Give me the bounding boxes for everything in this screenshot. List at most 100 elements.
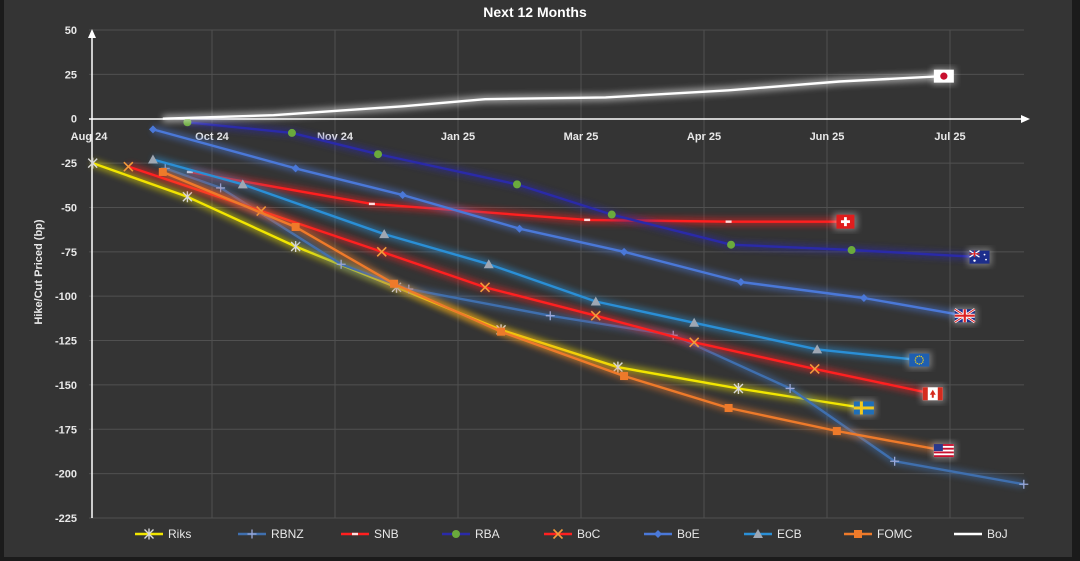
legend-item-boj: BoJ	[954, 527, 1008, 541]
chart-panel: Next 12 Months Hike/Cut Priced (bp) 50 25…	[4, 0, 1072, 557]
flag-stripe	[933, 444, 954, 446]
riks-point	[87, 157, 98, 169]
canada-flag-icon	[920, 385, 945, 403]
boc-point	[479, 282, 491, 293]
rbnz-point	[785, 383, 795, 393]
x-tick-label: Jul 25	[934, 131, 965, 143]
flag-field	[909, 353, 930, 367]
boe-point	[620, 247, 629, 256]
flag-star	[922, 359, 924, 361]
legend-label: Riks	[168, 527, 191, 541]
y-tick-label: -75	[61, 247, 77, 259]
flag-star	[918, 355, 920, 357]
snb-point	[368, 202, 375, 206]
legend-swatch-marker	[144, 528, 154, 540]
boe-point	[398, 191, 407, 200]
x-axis-arrow	[1021, 115, 1030, 123]
y-tick-label: -175	[55, 424, 77, 436]
legend-label: BoE	[677, 527, 700, 541]
flag-star	[922, 357, 924, 359]
rba-point	[727, 240, 736, 249]
legend-item-boe: BoE	[644, 527, 700, 541]
flag-star	[922, 361, 924, 363]
flag-star	[985, 258, 987, 261]
snb-point	[725, 220, 732, 223]
legend-item-rbnz: RBNZ	[238, 527, 304, 541]
rbnz-line	[164, 167, 1025, 486]
boc-point	[689, 337, 700, 348]
x-tick-label: Aug 24	[71, 131, 109, 143]
x-tick-label: Jun 25	[810, 131, 845, 143]
boe-point	[736, 277, 745, 286]
x-tick-label: Jan 25	[441, 131, 475, 143]
y-tick-label: 0	[71, 114, 77, 126]
fomc-point	[620, 372, 629, 381]
flag-stripe	[933, 455, 954, 458]
eu-flag-icon	[907, 351, 932, 369]
legend-label: SNB	[374, 527, 399, 541]
riks-point	[290, 240, 301, 252]
y-tick-label: -100	[55, 291, 77, 303]
switzerland-flag-icon	[833, 213, 858, 231]
rba-point	[847, 246, 856, 255]
legend-swatch-marker	[654, 530, 662, 538]
flag-star	[983, 253, 986, 256]
rbnz-point	[890, 456, 900, 466]
y-tick-label: -25	[61, 158, 77, 170]
ecb-point	[483, 259, 494, 269]
y-tick-label: -150	[55, 380, 77, 392]
boc-point	[809, 363, 820, 375]
ecb-point	[379, 229, 390, 239]
y-tick-label: -125	[55, 336, 77, 348]
fomc-point	[158, 167, 167, 176]
flag-star	[915, 357, 917, 359]
fomc-point	[832, 427, 841, 436]
ecb-line	[152, 158, 920, 362]
rba-point	[607, 210, 616, 219]
fomc-point	[291, 222, 300, 231]
legend-item-riks: Riks	[135, 527, 191, 541]
legend-swatch-marker	[352, 532, 358, 536]
y-axis-label: Hike/Cut Priced (bp)	[33, 219, 45, 324]
y-tick-label: -200	[55, 469, 77, 481]
flag-star	[920, 355, 922, 358]
legend-swatch-marker	[854, 530, 862, 538]
flag-stripe	[933, 447, 954, 450]
riks-point	[733, 382, 744, 394]
series-boj	[162, 72, 945, 123]
series-boe	[148, 125, 966, 320]
rba-line	[187, 121, 980, 259]
series-ecb	[147, 154, 920, 364]
ecb-point	[590, 296, 601, 306]
rbnz-point	[336, 259, 346, 269]
fomc-line	[162, 170, 945, 452]
uk-flag-icon	[952, 307, 977, 325]
ecb-point	[689, 317, 700, 327]
flag-cross-h	[853, 406, 874, 410]
x-tick-label: Mar 25	[564, 131, 599, 143]
australia-flag-icon	[967, 248, 992, 266]
snb-point	[584, 218, 591, 222]
legend-item-fomc: FOMC	[844, 527, 913, 541]
flag-star	[973, 259, 976, 262]
boc-point	[376, 246, 387, 257]
rba-point	[374, 150, 383, 159]
flag-leaf	[929, 389, 936, 398]
ecb-point	[812, 344, 823, 354]
fomc-point	[390, 279, 399, 288]
flag-band-right	[937, 387, 943, 401]
legend-swatch-marker	[452, 530, 460, 538]
rbnz-point	[1019, 479, 1029, 489]
chart-title: Next 12 Months	[483, 4, 587, 20]
rbnz-point	[216, 183, 226, 193]
legend-label: RBA	[475, 527, 500, 541]
flag-star	[915, 361, 917, 363]
legend-swatch-marker	[552, 528, 564, 540]
fomc-point	[497, 327, 506, 336]
legend-label: BoJ	[987, 527, 1008, 541]
rbnz-point	[545, 311, 555, 321]
boe-point	[148, 125, 157, 134]
flag-canton	[933, 444, 943, 452]
series-fomc	[158, 167, 945, 455]
flag-star	[916, 355, 918, 358]
